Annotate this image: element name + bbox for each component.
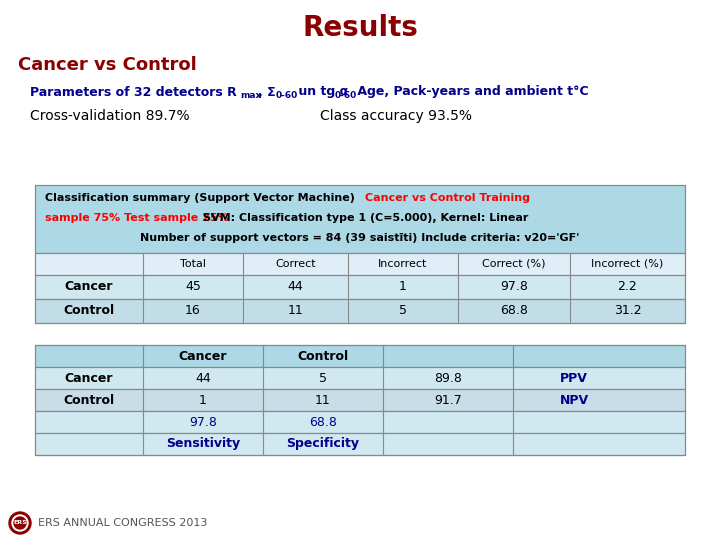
- Text: Parameters of 32 detectors R: Parameters of 32 detectors R: [30, 85, 237, 98]
- FancyBboxPatch shape: [35, 433, 685, 455]
- Text: 91.7: 91.7: [434, 394, 462, 407]
- Text: 68.8: 68.8: [500, 305, 528, 318]
- Text: Class accuracy 93.5%: Class accuracy 93.5%: [320, 109, 472, 123]
- Circle shape: [12, 515, 28, 531]
- Text: 45: 45: [185, 280, 201, 294]
- Text: 1: 1: [399, 280, 407, 294]
- Text: 11: 11: [287, 305, 303, 318]
- Circle shape: [14, 517, 26, 529]
- Text: ERS: ERS: [13, 521, 27, 525]
- Text: 97.8: 97.8: [189, 415, 217, 429]
- Text: ERS ANNUAL CONGRESS 2013: ERS ANNUAL CONGRESS 2013: [38, 518, 207, 528]
- Text: Cancer vs Control: Cancer vs Control: [18, 56, 197, 74]
- Text: 2.2: 2.2: [618, 280, 637, 294]
- FancyBboxPatch shape: [35, 345, 685, 367]
- Text: 1: 1: [199, 394, 207, 407]
- FancyBboxPatch shape: [35, 367, 685, 389]
- Text: 68.8: 68.8: [309, 415, 337, 429]
- Text: Control: Control: [297, 349, 348, 362]
- Text: 11: 11: [315, 394, 331, 407]
- Text: Cross-validation 89.7%: Cross-validation 89.7%: [30, 109, 189, 123]
- Text: Total: Total: [180, 259, 206, 269]
- Text: Classification summary (Support Vector Machine): Classification summary (Support Vector M…: [45, 193, 359, 203]
- FancyBboxPatch shape: [35, 299, 685, 323]
- Text: max: max: [240, 91, 261, 99]
- Text: 31.2: 31.2: [613, 305, 642, 318]
- Text: Specificity: Specificity: [287, 437, 359, 450]
- Text: Control: Control: [63, 305, 114, 318]
- Text: 5: 5: [399, 305, 407, 318]
- Text: Correct (%): Correct (%): [482, 259, 546, 269]
- FancyBboxPatch shape: [35, 185, 685, 253]
- Text: Correct: Correct: [275, 259, 316, 269]
- Text: 44: 44: [195, 372, 211, 384]
- Text: 0-60: 0-60: [335, 91, 357, 99]
- Text: 16: 16: [185, 305, 201, 318]
- FancyBboxPatch shape: [35, 389, 685, 411]
- FancyBboxPatch shape: [35, 411, 685, 433]
- Text: Cancer: Cancer: [65, 280, 113, 294]
- Text: Incorrect: Incorrect: [378, 259, 428, 269]
- Text: Results: Results: [302, 14, 418, 42]
- Text: 97.8: 97.8: [500, 280, 528, 294]
- Text: 89.8: 89.8: [434, 372, 462, 384]
- Text: SVM: Classification type 1 (C=5.000), Kernel: Linear: SVM: Classification type 1 (C=5.000), Ke…: [203, 213, 528, 223]
- Text: , Σ: , Σ: [258, 85, 276, 98]
- Text: PPV: PPV: [560, 372, 588, 384]
- Text: sample 75% Test sample 25%: sample 75% Test sample 25%: [45, 213, 233, 223]
- Text: Cancer: Cancer: [179, 349, 228, 362]
- Text: 44: 44: [287, 280, 303, 294]
- Text: un tg α: un tg α: [294, 85, 348, 98]
- Text: Incorrect (%): Incorrect (%): [591, 259, 664, 269]
- FancyBboxPatch shape: [35, 275, 685, 299]
- Text: Cancer: Cancer: [65, 372, 113, 384]
- Circle shape: [9, 512, 31, 534]
- Text: 5: 5: [319, 372, 327, 384]
- Text: Cancer vs Control Training: Cancer vs Control Training: [365, 193, 530, 203]
- Text: Age, Pack-years and ambient t°C: Age, Pack-years and ambient t°C: [353, 85, 589, 98]
- Text: Sensitivity: Sensitivity: [166, 437, 240, 450]
- FancyBboxPatch shape: [35, 253, 685, 275]
- Text: Number of support vectors = 84 (39 saistīti) Include criteria: v20='GF': Number of support vectors = 84 (39 saist…: [140, 233, 580, 243]
- Text: Control: Control: [63, 394, 114, 407]
- Text: 0-60: 0-60: [276, 91, 298, 99]
- Text: NPV: NPV: [559, 394, 588, 407]
